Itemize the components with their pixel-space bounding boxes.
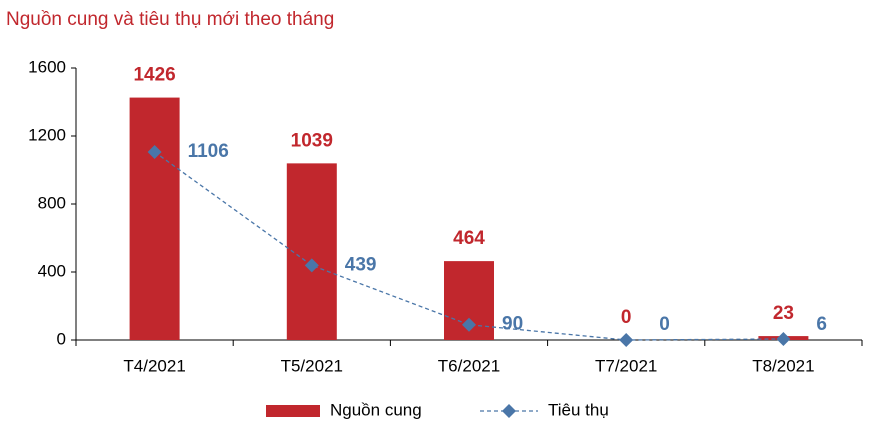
x-tick-label: T8/2021 (752, 356, 814, 375)
bar (129, 97, 180, 340)
bar-value-label: 23 (773, 303, 794, 324)
y-tick-label: 0 (57, 329, 66, 348)
line-value-label: 6 (816, 314, 827, 335)
line-marker (776, 331, 791, 346)
x-tick-label: T7/2021 (595, 356, 657, 375)
bar-value-label: 0 (621, 307, 632, 328)
line-marker (147, 144, 162, 159)
line-marker (619, 333, 634, 347)
legend-label: Nguồn cung (330, 400, 422, 419)
bar-value-label: 1426 (133, 65, 175, 86)
line-value-label: 90 (502, 314, 523, 335)
y-tick-label: 800 (38, 193, 66, 212)
bar-value-label: 464 (453, 228, 485, 249)
line-marker (462, 317, 476, 332)
line-marker (304, 258, 319, 273)
x-tick-label: T4/2021 (123, 356, 185, 375)
line-value-label: 439 (345, 254, 377, 275)
line-value-label: 1106 (188, 141, 229, 162)
y-tick-label: 1200 (28, 125, 66, 144)
line (154, 151, 784, 341)
legend-label: Tiêu thụ (548, 400, 609, 419)
line-value-label: 0 (659, 314, 670, 335)
bar (286, 163, 337, 340)
y-tick-label: 400 (38, 261, 66, 280)
y-tick-label: 1600 (28, 57, 66, 76)
x-tick-label: T5/2021 (281, 356, 343, 375)
legend-marker (502, 404, 516, 418)
bar-value-label: 1039 (291, 130, 333, 151)
x-tick-label: T6/2021 (438, 356, 500, 375)
legend-swatch (266, 405, 320, 417)
chart-title: Nguồn cung và tiêu thụ mới theo tháng (6, 9, 334, 30)
